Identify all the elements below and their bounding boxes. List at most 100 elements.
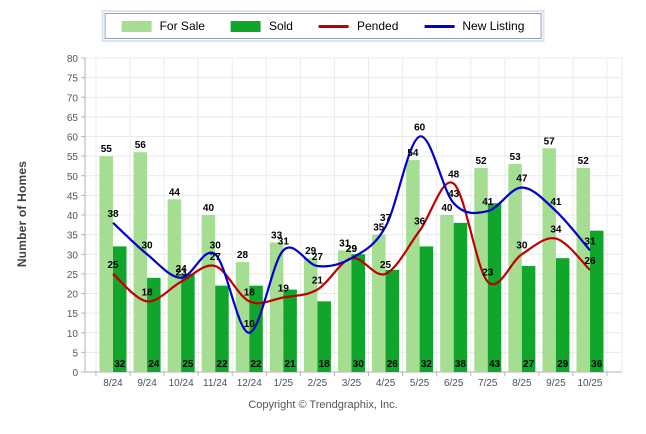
label-pended: 18 <box>244 287 256 298</box>
label-sold: 27 <box>523 359 535 370</box>
y-tick-label: 65 <box>67 113 79 124</box>
bar-for-sale <box>508 163 522 372</box>
label-new-listing: 31 <box>584 236 596 247</box>
bar-for-sale <box>337 250 352 372</box>
x-tick-label: 9/24 <box>137 378 157 389</box>
label-pended: 25 <box>380 260 392 271</box>
label-new-listing: 30 <box>210 240 222 251</box>
y-tick-label: 45 <box>67 191 79 202</box>
x-tick-label: 2/25 <box>308 378 328 389</box>
label-pended: 36 <box>414 217 426 228</box>
bar-sold <box>589 230 604 372</box>
label-sold: 36 <box>591 359 603 370</box>
label-sold: 29 <box>557 359 569 370</box>
legend-label: Sold <box>268 19 293 33</box>
label-sold: 22 <box>250 359 262 370</box>
x-tick-label: 9/25 <box>546 378 566 389</box>
label-new-listing: 43 <box>448 189 460 200</box>
label-for-sale: 55 <box>101 144 113 155</box>
copyright: Copyright © Trendgraphix, Inc. <box>248 399 398 411</box>
y-tick-label: 40 <box>67 211 79 222</box>
y-tick-label: 5 <box>72 348 78 359</box>
bar-sold <box>249 285 263 372</box>
label-for-sale: 54 <box>407 148 419 159</box>
label-for-sale: 28 <box>237 250 249 261</box>
bar-for-sale <box>235 262 250 372</box>
label-sold: 25 <box>182 359 194 370</box>
label-new-listing: 10 <box>244 319 256 330</box>
label-for-sale: 40 <box>441 203 453 214</box>
y-tick-label: 35 <box>67 231 79 242</box>
label-for-sale: 57 <box>544 136 556 147</box>
y-tick-label: 70 <box>67 93 79 104</box>
label-new-listing: 60 <box>414 123 426 134</box>
label-new-listing: 27 <box>312 252 324 263</box>
y-tick-label: 75 <box>67 74 79 85</box>
legend-label: For Sale <box>159 19 205 33</box>
bar-sold <box>385 269 400 372</box>
label-pended: 34 <box>550 225 562 236</box>
x-tick-label: 7/25 <box>478 378 498 389</box>
label-pended: 27 <box>210 252 222 263</box>
x-tick-label: 8/25 <box>512 378 532 389</box>
bar-for-sale <box>99 156 113 372</box>
bar-sold <box>453 222 468 372</box>
bar-sold <box>215 285 229 372</box>
label-pended: 23 <box>482 268 494 279</box>
bar-for-sale <box>576 167 590 372</box>
x-tick-label: 6/25 <box>444 378 464 389</box>
label-new-listing: 47 <box>516 174 528 185</box>
label-sold: 22 <box>216 359 228 370</box>
label-sold: 32 <box>114 359 126 370</box>
y-tick-label: 50 <box>67 172 79 183</box>
x-tick-label: 12/24 <box>237 378 262 389</box>
legend-swatch-new-listing <box>424 24 455 28</box>
x-tick-label: 8/24 <box>103 378 123 389</box>
label-new-listing: 41 <box>550 197 562 208</box>
label-for-sale: 31 <box>339 238 351 249</box>
label-sold: 21 <box>285 359 297 370</box>
x-tick-label: 11/24 <box>203 378 228 389</box>
label-pended: 23 <box>176 268 188 279</box>
legend-item-for-sale: For Sale <box>121 19 205 33</box>
y-tick-label: 30 <box>67 250 79 261</box>
y-tick-label: 25 <box>67 270 79 281</box>
bar-for-sale <box>133 152 148 372</box>
x-tick-label: 1/25 <box>274 378 294 389</box>
label-new-listing: 24 <box>176 264 188 275</box>
x-tick-label: 10/25 <box>577 378 602 389</box>
bar-for-sale <box>303 258 318 372</box>
legend-label: New Listing <box>462 19 525 33</box>
label-new-listing: 30 <box>142 240 154 251</box>
label-pended: 21 <box>312 276 324 287</box>
bar-sold <box>351 254 365 372</box>
y-tick-label: 80 <box>67 54 79 65</box>
legend-item-new-listing: New Listing <box>424 19 524 33</box>
label-new-listing: 37 <box>380 213 392 224</box>
label-sold: 38 <box>455 359 467 370</box>
label-pended: 19 <box>278 283 290 294</box>
label-sold: 18 <box>319 359 331 370</box>
legend-swatch-for-sale <box>121 20 152 32</box>
label-pended: 30 <box>516 240 528 251</box>
label-sold: 43 <box>489 359 501 370</box>
label-for-sale: 35 <box>373 223 385 234</box>
y-tick-label: 60 <box>67 133 79 144</box>
bar-sold <box>317 301 331 372</box>
y-tick-label: 55 <box>67 152 79 163</box>
label-pended: 25 <box>107 260 119 271</box>
y-tick-label: 15 <box>67 309 79 320</box>
label-for-sale: 53 <box>510 152 522 163</box>
label-sold: 26 <box>387 359 399 370</box>
label-pended: 18 <box>142 287 154 298</box>
bar-sold <box>419 246 434 372</box>
bar-sold <box>487 203 502 372</box>
y-tick-label: 20 <box>67 290 79 301</box>
label-new-listing: 38 <box>107 209 119 220</box>
x-tick-label: 3/25 <box>342 378 362 389</box>
bar-for-sale <box>440 215 454 372</box>
bar-sold <box>521 266 536 372</box>
label-pended: 48 <box>448 170 460 181</box>
